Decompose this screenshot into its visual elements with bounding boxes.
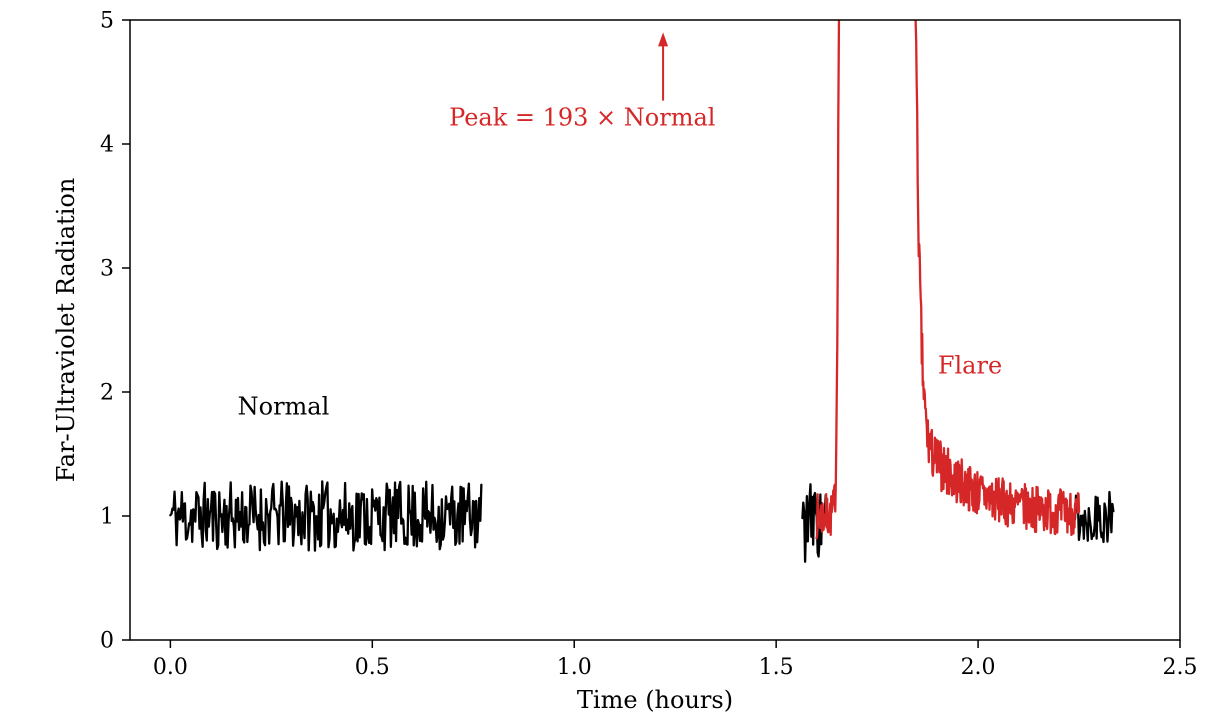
x-tick-label: 1.0 xyxy=(557,655,592,680)
annotation-peak: Peak = 193 × Normal xyxy=(449,103,715,131)
y-tick-label: 1 xyxy=(100,505,114,530)
y-tick-label: 5 xyxy=(100,9,114,34)
y-tick-label: 0 xyxy=(100,629,114,654)
x-axis-label: Time (hours) xyxy=(577,686,733,714)
x-tick-label: 2.0 xyxy=(961,655,996,680)
y-tick-label: 2 xyxy=(100,381,114,406)
x-tick-label: 0.0 xyxy=(153,655,188,680)
y-tick-label: 3 xyxy=(100,257,114,282)
y-axis-label: Far-Ultraviolet Radiation xyxy=(52,178,80,483)
x-tick-label: 1.5 xyxy=(759,655,794,680)
y-tick-label: 4 xyxy=(100,133,114,158)
annotation-flare: Flare xyxy=(938,351,1002,379)
uv-radiation-chart: 0.0 0.5 1.0 1.5 2.0 2.5 Time (hours) 0 1 2 3 4 5 Far-… xyxy=(0,0,1209,727)
annotation-normal: Normal xyxy=(238,392,330,420)
x-tick-label: 0.5 xyxy=(355,655,390,680)
x-tick-label: 2.5 xyxy=(1163,655,1198,680)
